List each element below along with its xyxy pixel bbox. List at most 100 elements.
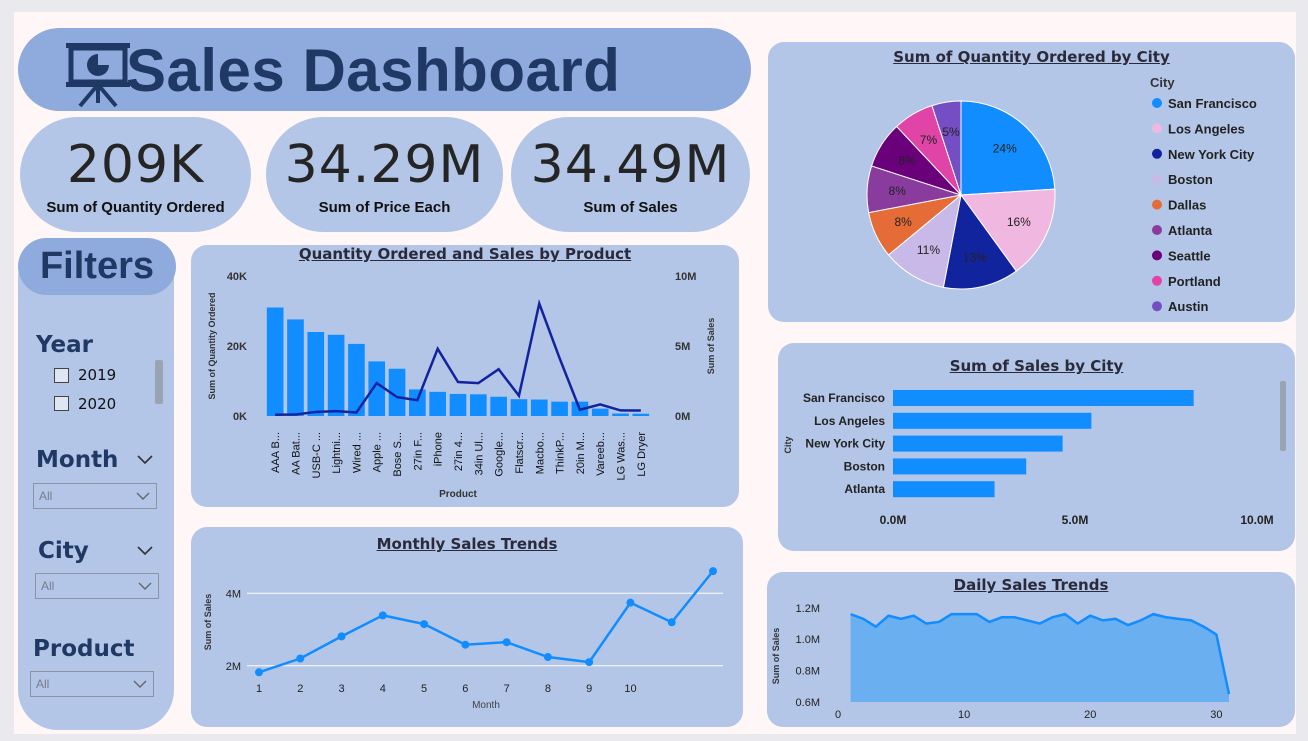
year-scrollbar[interactable] [155, 360, 163, 404]
kpi-label: Sum of Price Each [318, 199, 451, 216]
y-tick-label: 2M [226, 661, 241, 673]
city-sales-card: Sum of Sales by City San Francisco Los An… [778, 343, 1295, 551]
slice-label: 8% [889, 184, 907, 198]
y-tick-label: Boston [844, 459, 885, 473]
x-tick-label: 7 [504, 683, 510, 695]
x-tick-label: LG Was... [616, 432, 628, 481]
slice-label: 7% [920, 133, 938, 147]
pie-chart: 24% 16% 13% 11% 8% 8% 8% 7% 5% City San Francisco L… [866, 75, 1257, 314]
year-option-2019[interactable]: 2019 [78, 366, 117, 384]
slice-label: 24% [993, 141, 1017, 155]
quantity-bar [307, 332, 325, 416]
chevron-down-icon [136, 492, 150, 500]
x-tick-label: 2 [297, 683, 303, 695]
x-tick-label: LG Dryer [636, 432, 648, 477]
data-point [255, 668, 263, 677]
month-dropdown-value: All [39, 489, 53, 503]
x-tick-label: Lightni... [331, 432, 343, 474]
quantity-bar [632, 413, 650, 416]
x-tick-label: 27in 4... [453, 432, 465, 471]
monthly-chart: 2M 4M Sum of Sales 1 2 3 4 5 6 7 8 9 10 Month [203, 567, 723, 711]
x-tick-label: 6 [462, 683, 468, 695]
city-chart-scrollbar[interactable] [1280, 381, 1286, 451]
quantity-bar [530, 399, 548, 416]
legend-title: City [1150, 75, 1175, 90]
y-tick-label: Atlanta [844, 482, 885, 496]
x-tick-label: 5 [421, 683, 427, 695]
legend-entry: Dallas [1168, 198, 1206, 213]
slice-label: 16% [1007, 215, 1031, 229]
year-checkbox-2019[interactable] [54, 368, 69, 383]
legend-entry: New York City [1168, 147, 1255, 162]
x-tick-label: Apple ... [372, 432, 384, 472]
data-point [626, 598, 635, 607]
kpi-label: Sum of Sales [583, 199, 678, 216]
slice-label: 13% [963, 250, 987, 264]
y-tick-label: 40K [227, 271, 247, 283]
x-tick-label: 27in F... [412, 432, 424, 471]
quantity-bar [449, 393, 467, 416]
y-axis-label: Sum of Sales [203, 594, 213, 651]
chevron-down-icon[interactable] [137, 543, 153, 559]
x-tick-label: 3 [338, 683, 344, 695]
data-point [709, 567, 717, 576]
legend-entry: Seattle [1168, 248, 1211, 263]
year-checkbox-2020[interactable] [54, 396, 69, 411]
quantity-bar [368, 361, 386, 416]
pie-slice [931, 100, 962, 196]
data-point [337, 632, 346, 641]
product-label: Product [33, 636, 135, 662]
y-tick-label: 1.0M [796, 634, 820, 646]
legend-marker [1152, 301, 1162, 312]
x-tick-label: 30 [1210, 709, 1222, 721]
x-tick-label: 5.0M [1062, 513, 1089, 527]
product-chart-title: Quantity Ordered and Sales by Product [298, 245, 632, 263]
product-dropdown[interactable]: All [30, 671, 154, 697]
product-chart: 0K 20K 40K 0M 5M 10M Sum of Quantity Ordered Su… [207, 271, 716, 500]
x-tick-label: 4 [380, 683, 386, 695]
x-tick-label: iPhone [433, 432, 445, 466]
data-point [296, 654, 305, 663]
legend-marker [1152, 123, 1162, 134]
city-label: City [38, 538, 89, 564]
x-tick-label: 10.0M [1240, 513, 1273, 527]
city-dropdown[interactable]: All [35, 573, 159, 599]
y-tick-label: 4M [226, 588, 241, 600]
y-tick-label: New York City [805, 437, 885, 451]
city-pie-card: Sum of Quantity Ordered by City 24% 16% 13… [768, 42, 1295, 322]
sales-line [258, 570, 714, 674]
chevron-down-icon [138, 582, 152, 590]
y2-tick-label: 10M [675, 271, 696, 283]
kpi-value: 34.49M [530, 135, 731, 195]
quantity-bar [469, 394, 487, 416]
y-tick-label: Los Angeles [814, 414, 885, 428]
slice-label: 11% [917, 243, 940, 257]
y-tick-label: 0.8M [796, 666, 820, 678]
pie-chart-title: Sum of Quantity Ordered by City [893, 48, 1170, 66]
x-tick-label: 0.0M [880, 513, 907, 527]
x-tick-label: 10 [958, 709, 970, 721]
y-tick-label: 0K [233, 411, 247, 423]
quantity-bar [510, 399, 528, 416]
x-tick-label: 8 [545, 683, 551, 695]
year-option-2020[interactable]: 2020 [78, 395, 117, 413]
quantity-bar [287, 319, 304, 416]
kpi-label: Sum of Quantity Ordered [46, 199, 225, 216]
slice-label: 5% [942, 125, 960, 139]
kpi-card-price: 34.29M Sum of Price Each [266, 117, 503, 232]
year-label: Year [36, 332, 94, 358]
x-tick-label: Flatscr... [514, 432, 526, 474]
quantity-bar [612, 413, 629, 416]
city-bar [893, 412, 1092, 429]
city-bar [893, 481, 995, 498]
chevron-down-icon[interactable] [137, 452, 153, 468]
pie-slice [960, 188, 1056, 272]
city-bar [893, 390, 1194, 406]
legend-marker [1152, 174, 1162, 185]
month-dropdown[interactable]: All [33, 483, 157, 509]
product-chart-card: Quantity Ordered and Sales by Product 0K… [191, 245, 739, 507]
pie-slice [960, 100, 1056, 196]
data-point [543, 653, 552, 662]
slice-label: 8% [898, 154, 916, 168]
kpi-card-sales: 34.49M Sum of Sales [511, 117, 750, 232]
